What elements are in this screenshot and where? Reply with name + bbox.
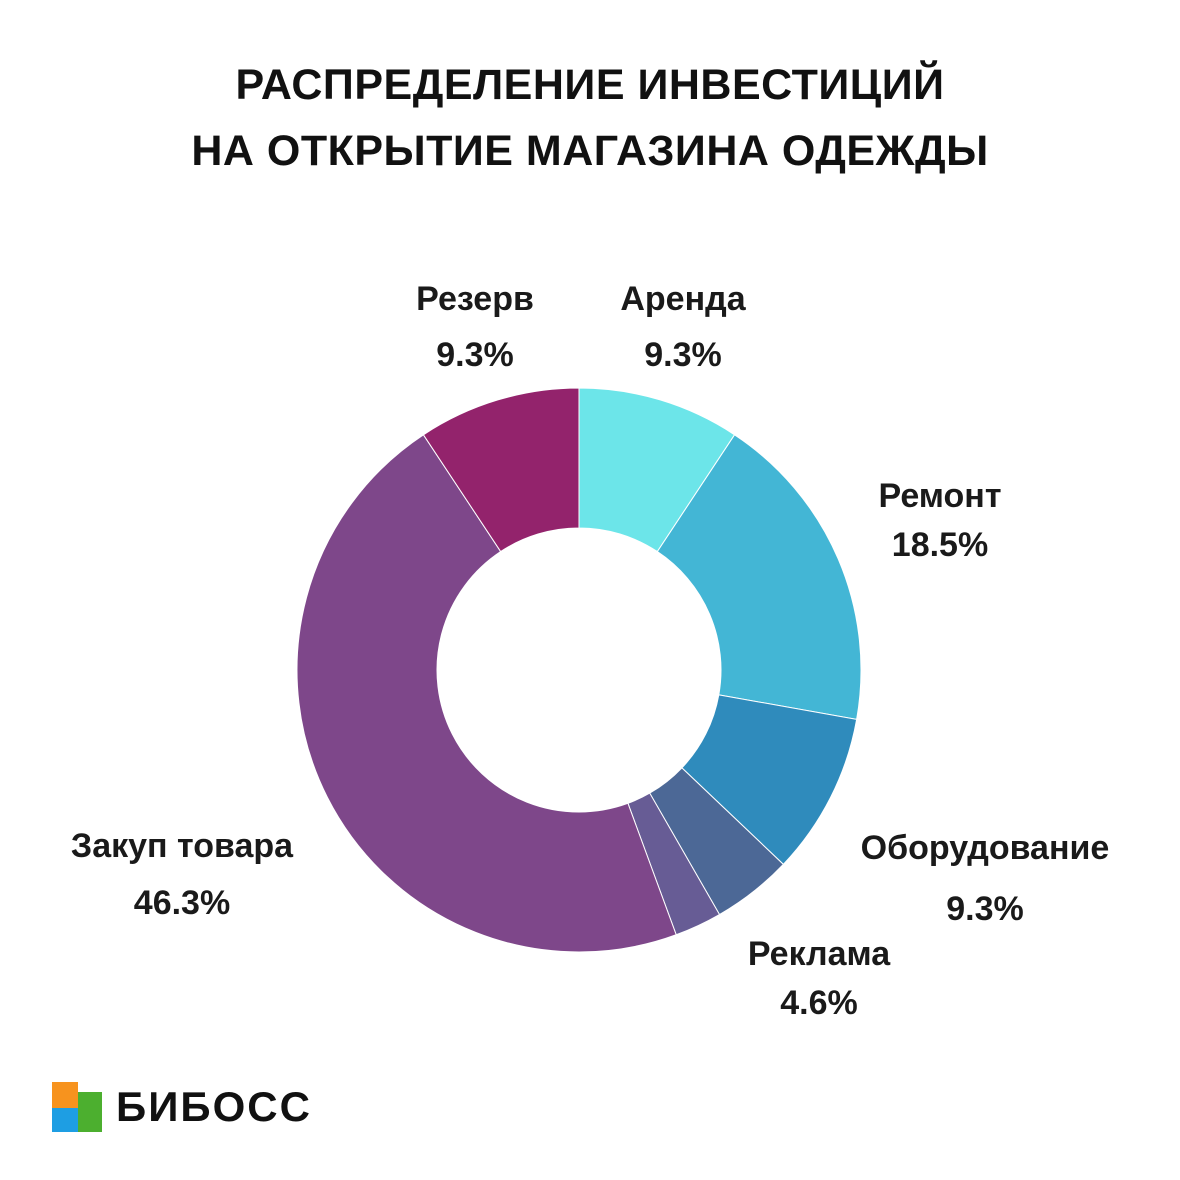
logo-square-green bbox=[78, 1092, 102, 1132]
slice-label-value-oborudovanie: 9.3% bbox=[946, 890, 1024, 928]
slice-label-value-rezerv: 9.3% bbox=[436, 336, 514, 374]
slice-label-value-zakup: 46.3% bbox=[134, 884, 230, 922]
brand-logo: БИБОСС bbox=[52, 1082, 312, 1132]
slice-label-value-remont: 18.5% bbox=[892, 526, 988, 564]
slice-label-name-arenda: Аренда bbox=[620, 280, 746, 318]
brand-name: БИБОСС bbox=[116, 1083, 312, 1130]
logo-square-orange bbox=[52, 1082, 78, 1108]
slice-label-name-zakup: Закуп товара bbox=[71, 827, 294, 865]
slice-2 bbox=[656, 434, 862, 720]
slice-label-value-reklama: 4.6% bbox=[780, 984, 858, 1022]
chart-title-line-2: НА ОТКРЫТИЕ МАГАЗИНА ОДЕЖДЫ bbox=[191, 127, 989, 175]
chart-title-line-1: РАСПРЕДЕЛЕНИЕ ИНВЕСТИЦИЙ bbox=[235, 61, 945, 109]
slice-labels: Аренда 9.3% Ремонт 18.5% Оборудование 9.… bbox=[71, 280, 1109, 1022]
slice-label-value-arenda: 9.3% bbox=[644, 336, 722, 374]
slice-6 bbox=[422, 387, 580, 553]
slice-label-name-oborudovanie: Оборудование bbox=[861, 829, 1110, 867]
slice-label-name-reklama: Реклама bbox=[748, 935, 891, 973]
logo-mark-icon bbox=[52, 1082, 102, 1132]
slice-label-name-remont: Ремонт bbox=[879, 477, 1002, 515]
donut-slices bbox=[296, 387, 862, 953]
chart-title: РАСПРЕДЕЛЕНИЕ ИНВЕСТИЦИЙ НА ОТКРЫТИЕ МАГ… bbox=[0, 52, 1180, 184]
slice-5 bbox=[296, 434, 677, 953]
logo-square-blue bbox=[52, 1108, 78, 1132]
slice-label-name-rezerv: Резерв bbox=[416, 280, 534, 318]
